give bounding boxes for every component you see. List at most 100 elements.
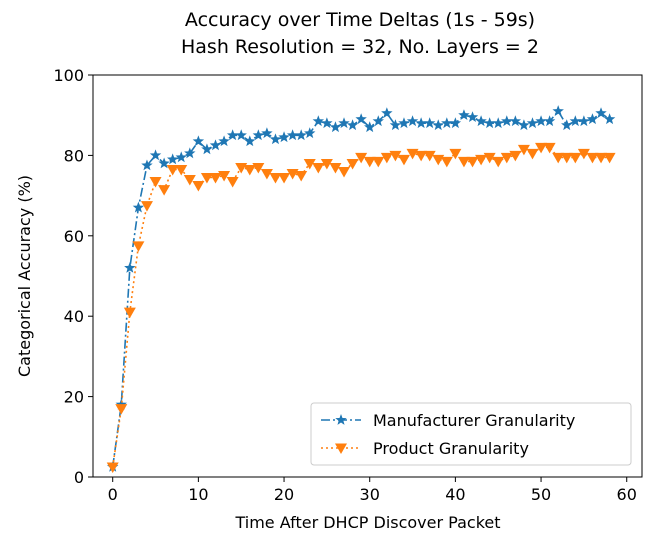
data-point xyxy=(201,143,213,155)
data-point xyxy=(509,115,522,127)
data-point xyxy=(149,149,162,161)
data-point xyxy=(595,107,607,119)
legend-marker xyxy=(335,443,347,454)
data-point xyxy=(355,113,367,125)
data-point xyxy=(406,115,419,127)
y-tick-label: 40 xyxy=(64,307,84,326)
data-point xyxy=(449,117,462,129)
data-point xyxy=(278,131,290,143)
data-point xyxy=(295,129,307,141)
data-point xyxy=(123,307,136,319)
data-point xyxy=(466,156,479,168)
data-point xyxy=(449,148,462,160)
data-point xyxy=(432,154,445,166)
data-point xyxy=(364,121,376,133)
data-point xyxy=(175,164,188,176)
data-point xyxy=(261,127,273,139)
chart-title: Accuracy over Time Deltas (1s - 59s) xyxy=(185,9,535,31)
data-point xyxy=(218,171,231,182)
data-point xyxy=(115,398,127,410)
data-point xyxy=(243,164,256,176)
data-point xyxy=(329,121,342,133)
data-point xyxy=(338,117,350,129)
data-point xyxy=(415,117,427,129)
data-point xyxy=(543,115,556,127)
data-point xyxy=(586,152,599,164)
data-point xyxy=(372,115,384,127)
data-point xyxy=(149,177,162,188)
data-point xyxy=(501,115,513,127)
x-axis-label: Time After DHCP Discover Packet xyxy=(234,513,500,532)
x-tick-label: 10 xyxy=(188,485,208,504)
data-point xyxy=(569,115,582,127)
data-point xyxy=(312,162,325,174)
data-point xyxy=(492,117,504,129)
data-point xyxy=(192,135,205,147)
data-point xyxy=(312,115,325,127)
data-point xyxy=(483,117,496,129)
legend: Manufacturer Granularity Product Granular… xyxy=(310,402,632,466)
data-point xyxy=(423,117,436,129)
data-point xyxy=(518,119,530,131)
data-point xyxy=(552,152,565,164)
x-tick-label: 40 xyxy=(445,485,465,504)
data-point xyxy=(569,152,582,164)
data-point xyxy=(141,159,153,171)
data-point xyxy=(372,156,385,168)
data-point xyxy=(423,150,436,162)
data-point xyxy=(346,119,359,131)
data-point xyxy=(209,173,222,184)
legend-label: Manufacturer Granularity xyxy=(373,411,575,430)
data-point xyxy=(500,152,513,164)
data-point xyxy=(560,152,573,164)
data-point xyxy=(441,117,453,129)
data-point xyxy=(389,119,402,131)
x-tick-label: 50 xyxy=(531,485,551,504)
data-point xyxy=(346,158,359,170)
y-axis-label: Categorical Accuracy (%) xyxy=(15,175,34,377)
data-point xyxy=(124,261,136,273)
data-point xyxy=(226,129,239,141)
legend-label: Product Granularity xyxy=(373,439,529,458)
data-point xyxy=(398,117,410,129)
data-point xyxy=(517,144,530,156)
data-point xyxy=(397,154,410,166)
data-point xyxy=(244,135,256,147)
data-point xyxy=(132,201,145,213)
data-point xyxy=(380,152,393,164)
data-point xyxy=(166,164,179,176)
plot-frame xyxy=(92,74,643,478)
data-point xyxy=(457,156,470,168)
data-point xyxy=(329,162,342,174)
data-point xyxy=(192,181,205,192)
data-point xyxy=(440,156,453,168)
data-point xyxy=(295,171,308,182)
data-point xyxy=(603,152,616,164)
data-point xyxy=(458,109,470,121)
data-point xyxy=(432,119,444,131)
data-point xyxy=(158,185,171,196)
data-point xyxy=(269,173,282,184)
data-point xyxy=(252,129,265,141)
chart-subtitle: Hash Resolution = 32, No. Layers = 2 xyxy=(181,36,539,58)
data-point xyxy=(363,156,376,168)
data-point xyxy=(381,107,393,119)
data-point xyxy=(158,157,170,169)
data-point xyxy=(132,241,145,252)
data-point xyxy=(235,129,247,141)
data-point xyxy=(226,177,239,188)
data-point xyxy=(509,150,522,162)
x-tick-label: 60 xyxy=(617,485,637,504)
data-point xyxy=(561,119,573,131)
data-point xyxy=(586,113,599,125)
data-point xyxy=(115,404,128,415)
data-point xyxy=(535,115,547,127)
data-point xyxy=(286,129,299,141)
data-point xyxy=(552,105,564,117)
data-point xyxy=(200,173,213,184)
data-point xyxy=(466,111,479,123)
data-point xyxy=(415,150,428,162)
y-tick-label: 0 xyxy=(74,468,84,487)
data-point xyxy=(304,127,316,139)
data-point xyxy=(321,117,333,129)
